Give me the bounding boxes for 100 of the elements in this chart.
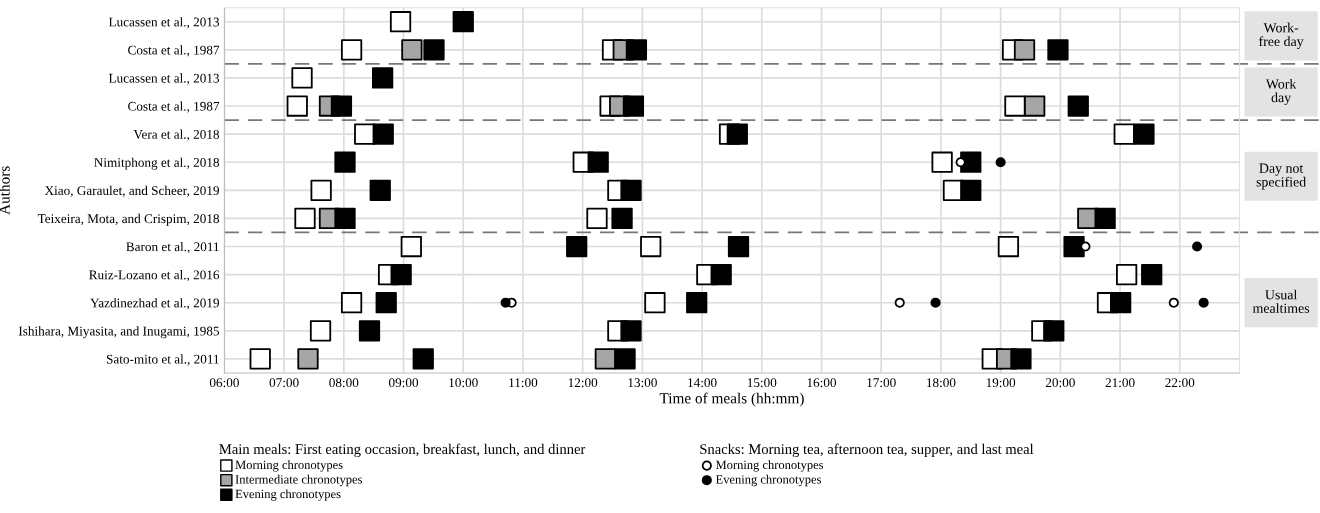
- point: [727, 235, 750, 258]
- point: [1133, 123, 1155, 145]
- x-tick-label: 16:00: [807, 378, 837, 388]
- point: [423, 39, 445, 61]
- text: Snacks: Morning tea, afternoon tea, supper, and last meal: [700, 443, 1034, 458]
- point: [1115, 263, 1138, 286]
- legend-label: Morning chronotypes: [235, 460, 343, 472]
- legend-label: Intermediate chronotypes: [235, 474, 363, 487]
- point: [297, 348, 319, 370]
- point: [1198, 297, 1209, 308]
- point: [412, 348, 434, 370]
- point: [1192, 241, 1203, 252]
- point: [995, 157, 1006, 168]
- point: [358, 320, 381, 342]
- x-tick-label: 08:00: [329, 378, 359, 388]
- x-tick-label: 22:00: [1165, 378, 1195, 388]
- x-tick-label: 21:00: [1105, 378, 1135, 388]
- point: [1004, 95, 1026, 117]
- y-tick-label: Teixeira, Mota, and Crispim, 2018: [37, 213, 220, 226]
- point: [1010, 348, 1032, 370]
- text: Work day: [1265, 78, 1297, 106]
- point: [611, 207, 633, 230]
- point: [614, 348, 636, 370]
- y-tick-label: Vera et al., 2018: [133, 129, 220, 141]
- point: [452, 11, 474, 33]
- point: [960, 179, 982, 201]
- point: [390, 263, 412, 286]
- point: [334, 207, 356, 230]
- point: [334, 151, 356, 173]
- point: [372, 123, 394, 145]
- point: [726, 123, 748, 145]
- text: Day not specified: [1256, 163, 1306, 190]
- y-tick-label: Lucassen et al., 2013: [108, 17, 220, 29]
- point: [389, 11, 412, 33]
- x-tick-label: 18:00: [927, 378, 956, 388]
- legend-label: Morning chronotypes: [715, 460, 824, 472]
- point: [1047, 39, 1069, 61]
- x-tick-label: 13:00: [628, 378, 657, 388]
- y-tick-label: Lucassen et al., 2013: [108, 73, 220, 85]
- y-tick-label: Sato-mito et al., 2011: [106, 354, 219, 366]
- point: [587, 151, 609, 173]
- point: [894, 297, 905, 308]
- point: [594, 348, 616, 370]
- x-tick-label: 07:00: [269, 378, 299, 388]
- point: [375, 292, 397, 314]
- y-tick-label: Baron et al., 2011: [126, 241, 219, 254]
- point: [620, 320, 642, 342]
- point: [500, 297, 511, 308]
- y-tick-label: Costa et al., 1987: [128, 101, 220, 113]
- point: [710, 263, 732, 286]
- point: [1110, 292, 1132, 314]
- x-axis-title: Time of meals (hh:mm): [659, 392, 804, 407]
- point: [1067, 95, 1089, 117]
- point: [1141, 263, 1163, 286]
- point: [622, 95, 645, 117]
- point: [644, 292, 666, 314]
- text: Work-free day: [1258, 22, 1304, 49]
- y-tick-label: Ishihara, Miyasita, and Inugami, 1985: [18, 326, 220, 339]
- x-tick-label: 15:00: [747, 378, 777, 388]
- point: [291, 67, 313, 89]
- y-tick-label: Nimitphong et al., 2018: [94, 157, 220, 170]
- y-tick-label: Costa et al., 1987: [128, 45, 220, 57]
- point: [309, 320, 332, 342]
- x-tick-label: 12:00: [568, 378, 598, 388]
- point: [586, 207, 608, 230]
- point: [340, 292, 363, 314]
- point: [640, 235, 662, 258]
- x-tick-label: 19:00: [986, 378, 1016, 388]
- point: [310, 179, 332, 201]
- point: [340, 39, 363, 61]
- y-tick-label: Yazdinezhad et al., 2019: [90, 298, 219, 310]
- x-tick-label: 11:00: [509, 378, 538, 388]
- point: [400, 235, 422, 258]
- point: [1094, 207, 1116, 230]
- point: [931, 151, 953, 173]
- x-tick-label: 14:00: [688, 378, 717, 388]
- y-tick-label: Xiao, Garaulet, and Scheer, 2019: [44, 185, 219, 197]
- point: [294, 207, 316, 230]
- text: Main meals: First eating occasion, breakfast, lunch, and dinner: [219, 443, 586, 458]
- x-tick-label: 09:00: [389, 378, 419, 388]
- point: [1024, 95, 1046, 117]
- x-tick-label: 20:00: [1045, 378, 1075, 388]
- point: [330, 95, 353, 117]
- text: Usual mealtimes: [1252, 289, 1310, 313]
- point: [930, 297, 941, 308]
- point: [997, 235, 1020, 258]
- legend-label: Evening chronotypes: [235, 489, 341, 501]
- point: [369, 179, 391, 201]
- point: [249, 348, 271, 370]
- x-tick-label: 06:00: [209, 378, 239, 388]
- point: [286, 95, 308, 117]
- point: [372, 67, 394, 89]
- point: [1043, 320, 1065, 342]
- y-tick-label: Ruiz-Lozano et al., 2016: [89, 270, 220, 282]
- x-tick-label: 17:00: [867, 378, 896, 388]
- point: [1013, 39, 1036, 61]
- x-tick-label: 10:00: [449, 378, 478, 388]
- legend-label: Evening chronotypes: [715, 474, 821, 487]
- point: [625, 39, 648, 61]
- point: [1168, 297, 1179, 308]
